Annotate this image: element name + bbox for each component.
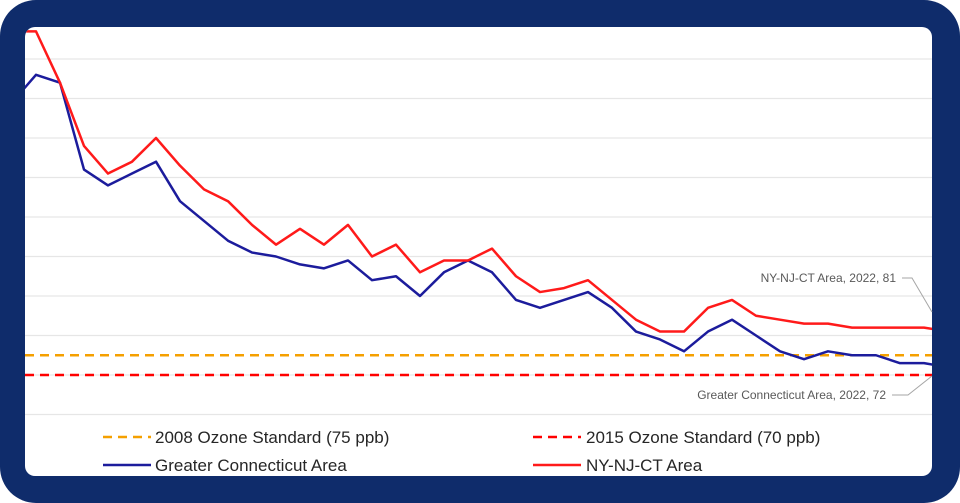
series-line-greater-connecticut-area [25, 73, 932, 369]
annotation-ct-2022: Greater Connecticut Area, 2022, 72 [697, 388, 886, 402]
legend: 2008 Ozone Standard (75 ppb) 2015 Ozone … [103, 428, 820, 475]
annotation-nyct-leader [902, 277, 933, 313]
legend-label-nynjct: NY-NJ-CT Area [586, 456, 703, 475]
legend-label-2008-standard: 2008 Ozone Standard (75 ppb) [155, 428, 389, 447]
legend-label-greater-ct: Greater Connecticut Area [155, 456, 347, 475]
annotation-ct-leader [892, 375, 933, 396]
series-line-ny-nj-ct-area [25, 30, 932, 333]
chart-panel [25, 27, 932, 476]
legend-label-2015-standard: 2015 Ozone Standard (70 ppb) [586, 428, 820, 447]
annotation-nyct-2022: NY-NJ-CT Area, 2022, 81 [761, 271, 897, 285]
